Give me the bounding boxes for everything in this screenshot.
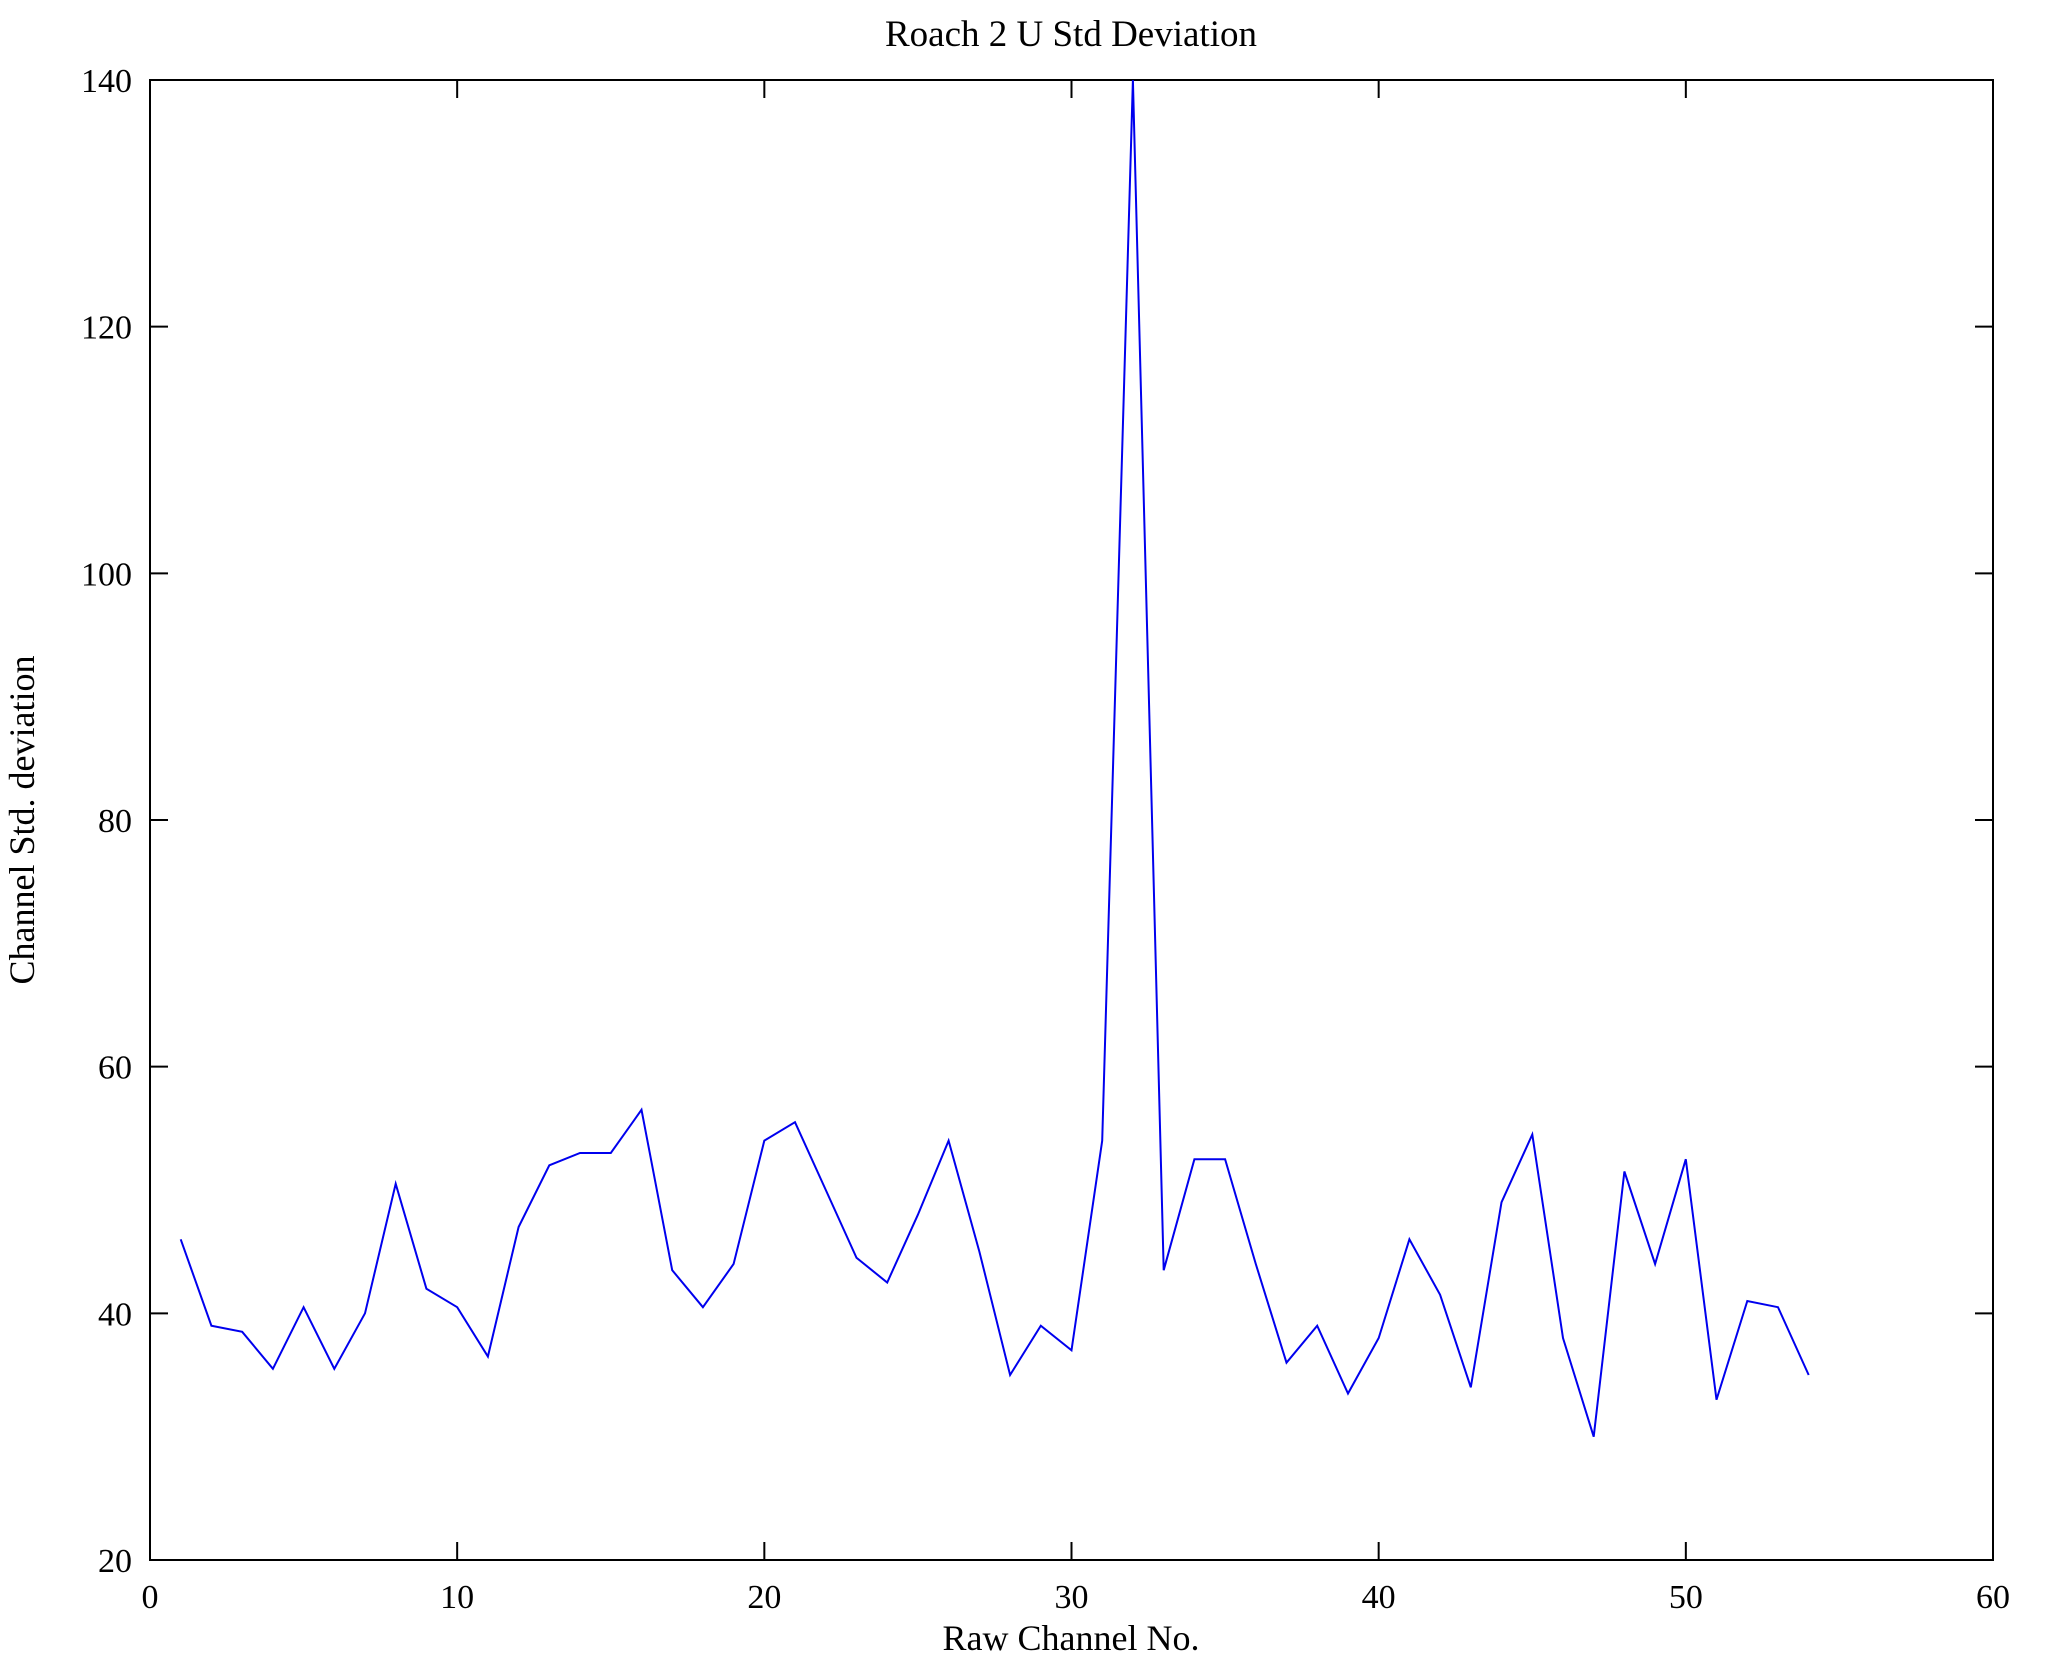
y-tick-label: 20 [98, 1543, 132, 1580]
y-tick-label: 120 [81, 310, 132, 347]
x-tick-label: 30 [1055, 1579, 1089, 1616]
x-tick-label: 10 [440, 1579, 474, 1616]
x-tick-label: 40 [1362, 1579, 1396, 1616]
y-tick-label: 40 [98, 1296, 132, 1333]
x-tick-label: 60 [1976, 1579, 2010, 1616]
x-axis-label: Raw Channel No. [943, 1618, 1200, 1658]
y-tick-label: 60 [98, 1050, 132, 1087]
x-tick-label: 20 [747, 1579, 781, 1616]
plot-box [149, 79, 1994, 1561]
y-axis-label: Channel Std. deviation [2, 656, 42, 985]
y-tick-label: 100 [81, 556, 132, 593]
data-line [179, 79, 1810, 1437]
axis-ticks: 0 10 20 30 40 50 60 20 40 60 80 100 120 140 [81, 63, 2010, 1616]
y-tick-label: 140 [81, 63, 132, 100]
chart-title: Roach 2 U Std Deviation [885, 14, 1257, 55]
x-tick-label: 50 [1669, 1579, 1703, 1616]
y-tick-label: 80 [98, 803, 132, 840]
x-tick-label: 0 [142, 1579, 159, 1616]
